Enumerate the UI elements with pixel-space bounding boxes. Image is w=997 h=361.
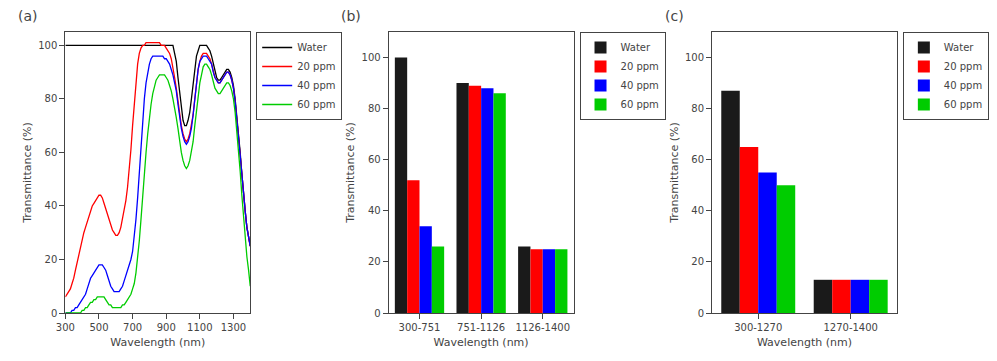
svg-text:(b): (b) [341,8,361,24]
svg-text:20 ppm: 20 ppm [944,61,982,72]
svg-text:40 ppm: 40 ppm [621,80,659,91]
svg-text:751-1126: 751-1126 [457,322,505,333]
svg-text:1126-1400: 1126-1400 [516,322,571,333]
svg-text:100: 100 [685,52,704,63]
svg-text:1270-1400: 1270-1400 [823,322,878,333]
svg-text:300: 300 [56,322,75,333]
svg-text:(c): (c) [665,8,684,24]
svg-text:20: 20 [45,254,58,265]
svg-text:700: 700 [123,322,142,333]
svg-text:60: 60 [691,154,704,165]
svg-text:Water: Water [621,42,651,53]
svg-text:0: 0 [374,308,380,319]
svg-text:300-751: 300-751 [399,322,441,333]
svg-text:Water: Water [944,42,974,53]
svg-text:40 ppm: 40 ppm [944,80,982,91]
svg-text:60 ppm: 60 ppm [621,99,659,110]
svg-text:100: 100 [38,40,57,51]
svg-text:Wavelength (nm): Wavelength (nm) [434,336,529,349]
svg-text:80: 80 [691,103,704,114]
svg-text:60: 60 [45,147,58,158]
svg-text:40: 40 [368,205,381,216]
svg-text:100: 100 [362,52,381,63]
svg-text:20 ppm: 20 ppm [621,61,659,72]
svg-text:(a): (a) [18,8,38,24]
svg-text:1100: 1100 [187,322,212,333]
svg-text:900: 900 [157,322,176,333]
svg-text:Wavelength (nm): Wavelength (nm) [110,336,205,349]
svg-text:20 ppm: 20 ppm [297,61,335,72]
svg-text:80: 80 [45,93,58,104]
svg-text:60 ppm: 60 ppm [297,99,335,110]
svg-text:Transmittance (%): Transmittance (%) [344,122,357,224]
svg-text:0: 0 [698,308,704,319]
svg-text:20: 20 [368,256,381,267]
svg-text:20: 20 [691,256,704,267]
svg-text:60 ppm: 60 ppm [944,99,982,110]
svg-text:40: 40 [691,205,704,216]
svg-text:0: 0 [51,308,57,319]
svg-text:1300: 1300 [221,322,246,333]
svg-text:Wavelength (nm): Wavelength (nm) [757,336,852,349]
svg-text:Transmittance (%): Transmittance (%) [21,122,34,224]
svg-text:500: 500 [89,322,108,333]
svg-text:40 ppm: 40 ppm [297,80,335,91]
svg-text:80: 80 [368,103,381,114]
svg-text:300-1270: 300-1270 [734,322,782,333]
svg-text:Water: Water [297,42,327,53]
svg-text:40: 40 [45,200,58,211]
svg-text:60: 60 [368,154,381,165]
svg-text:Transmittance (%): Transmittance (%) [668,122,681,224]
